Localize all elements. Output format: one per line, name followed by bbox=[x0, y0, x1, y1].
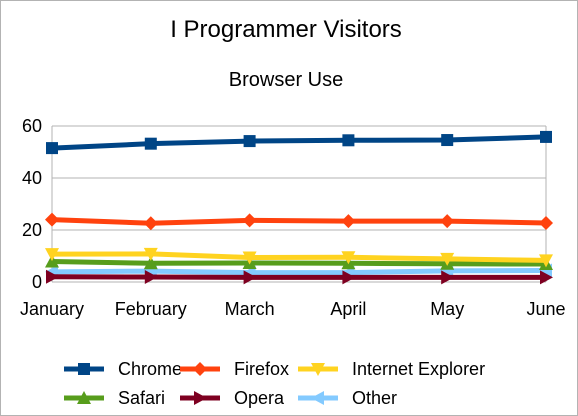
x-tick-label: April bbox=[330, 299, 366, 319]
data-point-firefox bbox=[242, 213, 257, 228]
data-point-chrome bbox=[46, 142, 58, 155]
data-point-opera bbox=[342, 270, 356, 285]
series-line-internet-explorer bbox=[51, 251, 547, 263]
y-tick-label: 60 bbox=[22, 116, 42, 136]
y-tick-label: 20 bbox=[22, 220, 42, 240]
series-group bbox=[45, 130, 553, 285]
series-line-firefox bbox=[51, 217, 547, 226]
data-point-firefox bbox=[539, 215, 553, 230]
legend-item-opera: Opera bbox=[180, 388, 285, 408]
data-point-opera bbox=[144, 270, 158, 285]
data-point-chrome bbox=[144, 137, 157, 150]
x-tick-label: February bbox=[115, 299, 187, 319]
legend-item-internet-explorer: Internet Explorer bbox=[298, 359, 485, 379]
series-line-other bbox=[51, 268, 547, 276]
series-opera bbox=[46, 269, 553, 285]
legend-label-firefox: Firefox bbox=[234, 359, 289, 379]
x-axis-ticks: January February March April May June bbox=[20, 299, 566, 319]
series-chrome bbox=[46, 130, 552, 155]
legend-item-safari: Safari bbox=[64, 388, 165, 408]
x-tick-label: March bbox=[225, 299, 275, 319]
data-point-chrome bbox=[243, 135, 256, 148]
legend-marker-chrome bbox=[78, 363, 90, 375]
legend-item-other: Other bbox=[298, 388, 397, 408]
data-point-internet-explorer bbox=[539, 254, 553, 268]
series-firefox bbox=[45, 212, 553, 231]
data-point-firefox bbox=[341, 214, 356, 229]
data-point-firefox bbox=[143, 216, 158, 231]
series-internet-explorer bbox=[45, 247, 553, 268]
data-point-internet-explorer bbox=[341, 251, 356, 265]
legend: Chrome Firefox Internet Explorer Safari Oper… bbox=[64, 359, 485, 408]
legend-marker-safari bbox=[77, 391, 91, 404]
legend-marker-opera bbox=[194, 391, 207, 405]
legend-label-chrome: Chrome bbox=[118, 359, 182, 379]
data-point-firefox bbox=[45, 212, 59, 227]
data-point-opera bbox=[441, 270, 455, 285]
legend-label-internet-explorer: Internet Explorer bbox=[352, 359, 485, 379]
data-point-chrome bbox=[441, 134, 454, 147]
data-point-safari bbox=[143, 256, 158, 270]
legend-label-opera: Opera bbox=[234, 388, 285, 408]
data-point-opera bbox=[46, 269, 59, 284]
x-tick-label: May bbox=[430, 299, 464, 319]
data-point-internet-explorer bbox=[45, 248, 59, 262]
legend-marker-firefox bbox=[193, 362, 207, 376]
data-point-firefox bbox=[440, 214, 455, 229]
data-point-internet-explorer bbox=[143, 247, 158, 261]
data-point-chrome bbox=[342, 134, 355, 147]
legend-marker-internet-explorer bbox=[311, 363, 325, 376]
x-tick-label: January bbox=[20, 299, 84, 319]
y-tick-label: 0 bbox=[32, 272, 42, 292]
chart-title: I Programmer Visitors bbox=[170, 16, 402, 43]
chart-subtitle: Browser Use bbox=[229, 69, 343, 91]
y-tick-label: 40 bbox=[22, 168, 42, 188]
data-point-opera bbox=[243, 270, 257, 285]
data-point-opera bbox=[540, 270, 553, 285]
legend-label-safari: Safari bbox=[118, 388, 165, 408]
data-point-chrome bbox=[540, 130, 552, 143]
legend-label-other: Other bbox=[352, 388, 397, 408]
legend-item-firefox: Firefox bbox=[180, 359, 289, 379]
series-line-safari bbox=[51, 258, 547, 267]
x-tick-label: June bbox=[526, 299, 565, 319]
series-line-chrome bbox=[51, 134, 547, 151]
legend-marker-other bbox=[311, 391, 324, 405]
data-point-internet-explorer bbox=[242, 251, 257, 265]
legend-item-chrome: Chrome bbox=[64, 359, 182, 379]
series-line-opera bbox=[51, 274, 546, 280]
data-point-internet-explorer bbox=[440, 252, 455, 266]
y-axis-ticks: 0 20 40 60 bbox=[22, 116, 42, 292]
